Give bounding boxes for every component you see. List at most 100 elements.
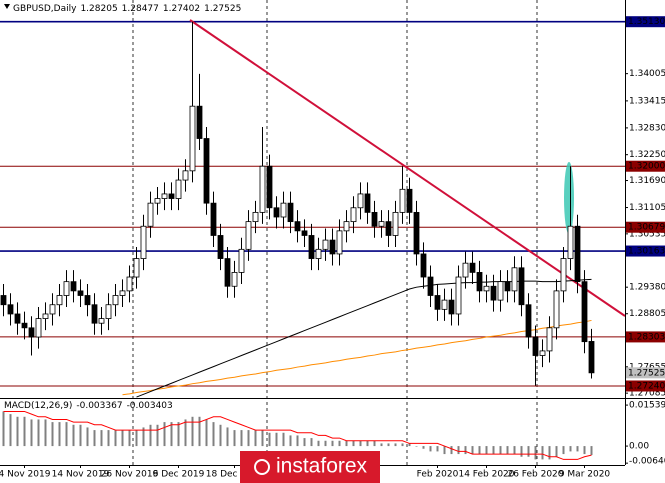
axis-layer: 1.34005 1.33415 1.32830 1.32250 1.31690 1.311… [0, 16, 665, 480]
macd-bar [233, 430, 236, 447]
candle-body [49, 304, 56, 315]
macd-bar [394, 443, 397, 447]
macd-bar [569, 446, 572, 452]
y-tick-label: 1.32250 [629, 150, 665, 160]
x-tick-label: 6 Dec 2019 [153, 470, 205, 480]
candle-body [21, 322, 28, 329]
macd-bar [219, 424, 222, 447]
macd-bar [100, 430, 103, 447]
macd-bar [345, 440, 348, 447]
macd-bar [289, 435, 292, 447]
signal-last: -0.003403 [127, 401, 173, 411]
candle-body [483, 285, 490, 292]
macd-bar [471, 446, 474, 455]
candle-body [315, 248, 322, 259]
candle-body [224, 258, 231, 287]
level-box [626, 221, 665, 233]
candle-body [511, 267, 518, 292]
macd-bar [359, 440, 362, 447]
macd-bar [562, 446, 565, 455]
macd-tick-label: -0.006405 [629, 457, 665, 467]
macd-bar [212, 422, 215, 447]
signal-line [3, 410, 592, 460]
candle-body [462, 262, 469, 278]
candle-body [259, 165, 266, 213]
macd-bar [408, 443, 411, 447]
macd-bar [415, 446, 418, 447]
candle-body [539, 350, 546, 356]
macd-bar [9, 414, 12, 447]
candle-body [553, 290, 560, 329]
candle-body [497, 281, 504, 301]
y-tick-label: 1.32830 [629, 123, 665, 133]
x-tick-label: 26 Nov 2019 [101, 470, 159, 480]
macd-bar [86, 427, 89, 447]
last-close: 1.27525 [204, 4, 241, 14]
candle-body [581, 281, 588, 343]
macd-bar [51, 422, 54, 447]
candle-body [217, 235, 224, 259]
level-label: 1.35130 [628, 17, 665, 27]
macd-bar [79, 424, 82, 447]
macd-bar [121, 430, 124, 447]
macd-bar [499, 446, 502, 455]
macd-bar [163, 422, 166, 447]
candle-body [140, 225, 147, 259]
candle-body [420, 253, 427, 278]
candle-body [238, 248, 245, 273]
macd-bar [548, 446, 551, 460]
symbol: GBPUSD,Daily [13, 4, 77, 14]
candle-body [133, 258, 140, 278]
macd-tick-label: 0.00 [629, 442, 649, 452]
candle-body [469, 262, 476, 273]
candle-body [441, 299, 448, 310]
macd-bar [457, 446, 460, 455]
candle-body [245, 221, 252, 250]
watermark: instaforex [240, 451, 380, 483]
level-box [626, 16, 665, 28]
x-tick-label: 4 Nov 2019 [0, 470, 51, 480]
candle-body [154, 198, 161, 204]
level-box [626, 380, 665, 392]
macd-bar [247, 430, 250, 447]
candle-body [322, 239, 329, 250]
candle-body [343, 221, 350, 232]
candle-body [98, 318, 105, 324]
highlight [564, 162, 574, 234]
macd-bar [331, 440, 334, 447]
candle-body [560, 258, 567, 292]
candle-body [147, 202, 154, 227]
level-label: 1.32000 [628, 162, 665, 172]
last-low: 1.27402 [163, 4, 200, 14]
macd-bar [576, 446, 579, 452]
macd-bar [191, 416, 194, 447]
candle-body [91, 304, 98, 324]
macd-bar [583, 446, 586, 455]
macd-bar [114, 430, 117, 447]
candle-body [301, 230, 308, 236]
macd-layer [2, 410, 593, 460]
trend-line [189, 19, 626, 317]
level-label: 1.30679 [628, 223, 665, 233]
candle-body [28, 327, 35, 338]
macd-bar [310, 438, 313, 447]
y-tick-label: 1.34005 [629, 69, 665, 79]
macd-bar [492, 446, 495, 455]
macd-bar [527, 446, 530, 457]
candle-body [175, 179, 182, 199]
last-open: 1.28205 [80, 4, 117, 14]
candle-body [371, 211, 378, 227]
y-tick-label: 1.29380 [629, 283, 665, 293]
candle-body [532, 336, 539, 356]
macd-last: -0.003367 [76, 401, 122, 411]
macd-bar [142, 427, 145, 447]
macd-bar [387, 443, 390, 447]
macd-bar [303, 438, 306, 447]
watermark-icon [254, 459, 270, 475]
candle-body [14, 313, 21, 324]
macd-bar [156, 424, 159, 447]
candle-body [567, 225, 574, 259]
candle-body [35, 318, 42, 338]
last-high: 1.28477 [122, 4, 159, 14]
macd-bar [128, 430, 131, 447]
